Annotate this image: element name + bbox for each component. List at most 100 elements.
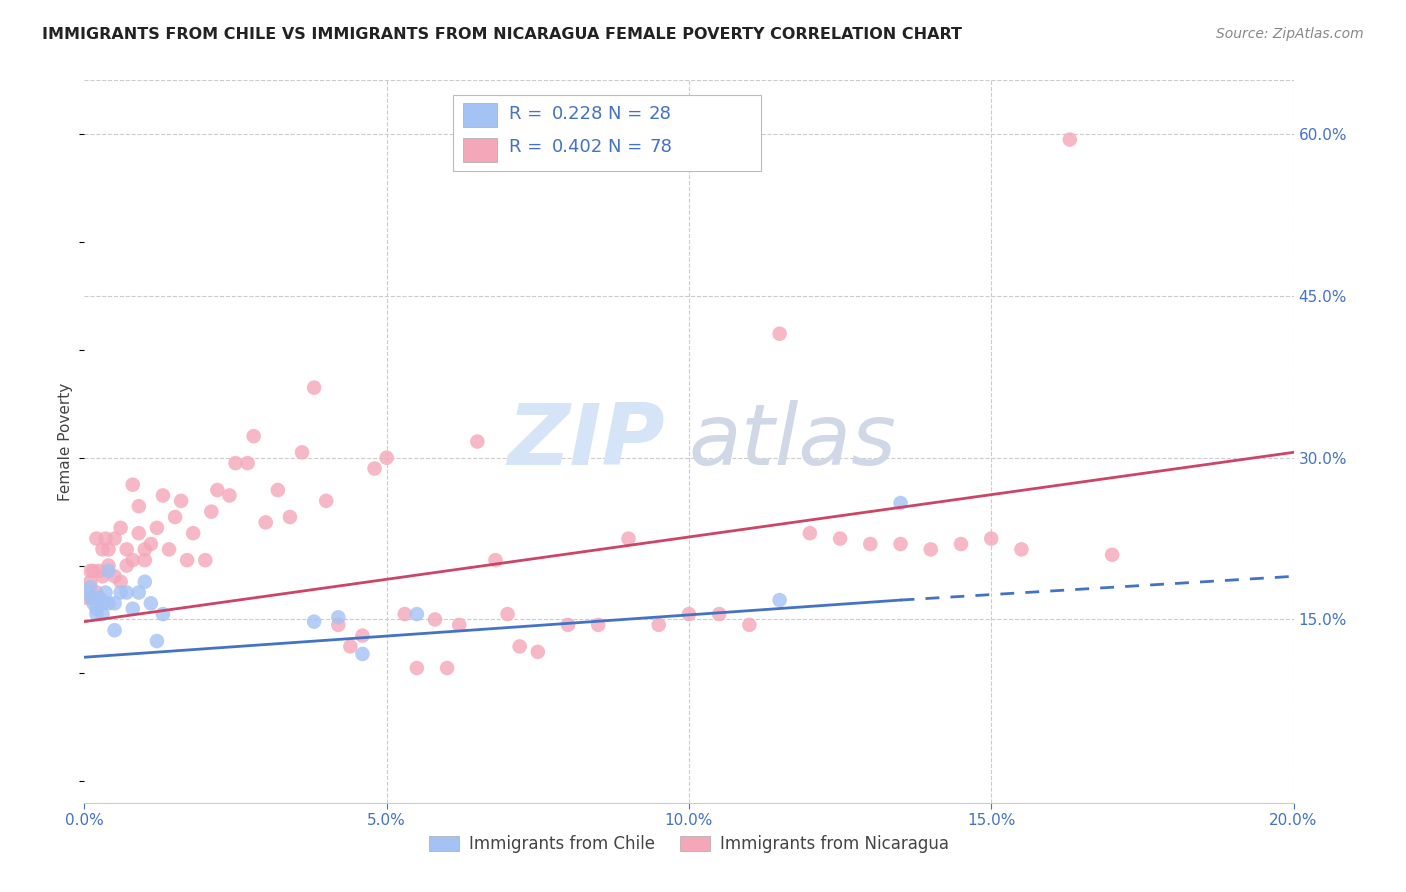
Point (527, 645, 550, 659)
Point (91, 596, 114, 610)
Text: R =: R = (509, 105, 548, 123)
Point (648, 618, 671, 632)
Point (146, 521, 169, 535)
Point (291, 445, 314, 459)
Point (146, 634, 169, 648)
Point (134, 553, 156, 567)
Point (799, 526, 821, 541)
Point (79, 564, 101, 578)
Point (128, 585, 150, 599)
Point (80, 591, 103, 605)
Point (449, 618, 471, 632)
Text: N =: N = (607, 105, 648, 123)
Text: 0.402: 0.402 (553, 138, 603, 156)
Point (104, 624, 127, 638)
Point (339, 640, 361, 654)
Point (352, 629, 374, 643)
Point (86, 601, 108, 615)
Point (139, 537, 162, 551)
Point (302, 381, 325, 395)
Legend: Immigrants from Chile, Immigrants from Nicaragua: Immigrants from Chile, Immigrants from N… (422, 828, 956, 860)
Point (278, 510, 301, 524)
Point (328, 610, 350, 624)
Text: IMMIGRANTS FROM CHILE VS IMMIGRANTS FROM NICARAGUA FEMALE POVERTY CORRELATION CH: IMMIGRANTS FROM CHILE VS IMMIGRANTS FROM… (42, 27, 962, 42)
Point (352, 647, 374, 661)
Y-axis label: Female Poverty: Female Poverty (58, 383, 73, 500)
Point (1059, 132, 1081, 146)
Point (121, 477, 143, 491)
FancyBboxPatch shape (463, 138, 496, 162)
Point (509, 640, 531, 654)
Text: 0.228: 0.228 (553, 105, 603, 123)
Point (236, 456, 259, 470)
Point (830, 532, 852, 546)
Point (980, 532, 1002, 546)
Point (225, 456, 247, 470)
Point (97, 564, 120, 578)
Point (423, 612, 446, 626)
Point (76, 591, 98, 605)
Point (557, 618, 579, 632)
Point (115, 542, 138, 557)
Point (170, 493, 193, 508)
Point (86, 532, 108, 546)
Point (134, 574, 156, 589)
Point (920, 542, 942, 557)
Point (588, 618, 610, 632)
Point (89, 564, 111, 578)
Point (709, 607, 731, 621)
Point (82, 564, 104, 578)
Text: N =: N = (607, 138, 648, 156)
Point (86, 607, 108, 621)
Point (97, 542, 120, 557)
Point (76, 585, 98, 599)
Point (97, 596, 120, 610)
Point (194, 553, 217, 567)
Point (200, 505, 222, 519)
Point (82, 596, 104, 610)
Point (328, 618, 350, 632)
Point (110, 521, 132, 535)
Point (86, 585, 108, 599)
Point (104, 596, 127, 610)
Point (363, 461, 385, 475)
Point (152, 488, 174, 502)
Point (115, 558, 138, 573)
Point (121, 601, 143, 615)
Point (181, 526, 204, 541)
Point (254, 516, 277, 530)
Point (97, 558, 120, 573)
Point (128, 500, 150, 514)
Point (617, 532, 640, 546)
Text: ZIP: ZIP (508, 400, 665, 483)
Point (89, 591, 111, 605)
Point (406, 607, 429, 621)
Point (375, 450, 398, 465)
Point (406, 661, 429, 675)
Point (139, 596, 162, 610)
Point (91, 542, 114, 557)
Point (436, 661, 458, 675)
Point (467, 434, 489, 449)
Point (678, 607, 700, 621)
Point (94, 532, 117, 546)
Point (79, 580, 101, 594)
Point (104, 569, 127, 583)
Point (110, 574, 132, 589)
Point (394, 607, 416, 621)
FancyBboxPatch shape (463, 103, 496, 128)
Point (218, 488, 240, 502)
Point (165, 510, 187, 524)
FancyBboxPatch shape (453, 95, 762, 170)
Text: 78: 78 (650, 138, 672, 156)
Point (242, 429, 264, 443)
Point (890, 496, 912, 510)
Point (302, 615, 325, 629)
Point (207, 483, 229, 497)
Point (484, 553, 506, 567)
Point (1101, 548, 1123, 562)
Point (859, 537, 882, 551)
Point (91, 569, 114, 583)
Point (94, 585, 117, 599)
Point (315, 493, 337, 508)
